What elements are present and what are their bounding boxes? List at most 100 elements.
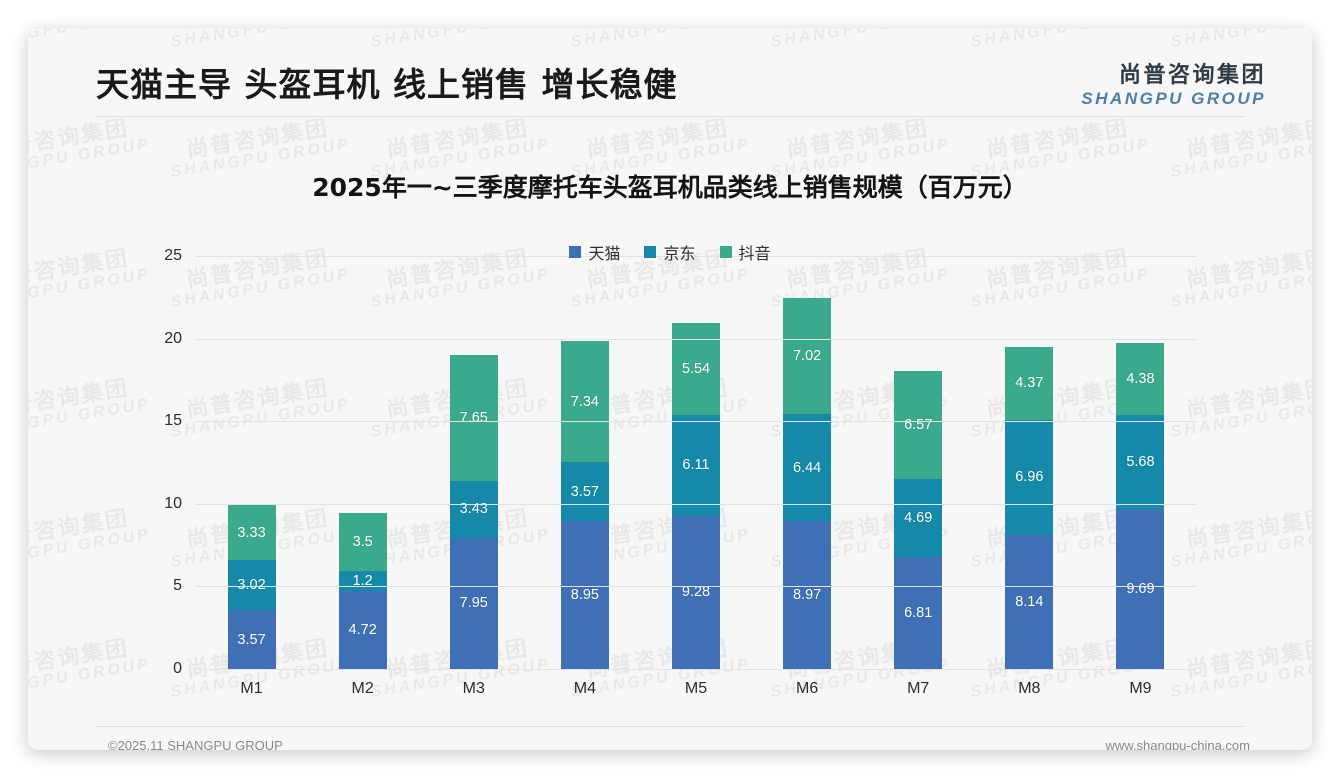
y-axis-tick-label: 0 — [173, 660, 182, 677]
x-axis-tick-label-M9: M9 — [1129, 680, 1152, 697]
legend-label: 抖音 — [738, 244, 771, 263]
bar-segment-天猫-M3[interactable]: 7.95 — [449, 537, 498, 669]
bar-segment-京东-M1[interactable]: 3.02 — [227, 560, 276, 611]
logo-chinese-text: 尚普咨询集团 — [1118, 63, 1266, 88]
y-axis-tick-label: 25 — [164, 247, 182, 264]
bar-value-label: 7.34 — [570, 393, 599, 410]
bar-segment-抖音-M7[interactable]: 6.57 — [894, 370, 943, 480]
bar-value-label: 6.44 — [792, 459, 822, 476]
bar-value-label: 6.81 — [904, 604, 933, 621]
bar-segment-抖音-M4[interactable]: 7.34 — [560, 340, 609, 463]
x-axis-tick-label-M2: M2 — [351, 680, 374, 697]
bar-value-label: 8.95 — [570, 587, 599, 604]
bar-value-label: 4.38 — [1126, 370, 1155, 387]
bar-value-label: 7.65 — [459, 409, 488, 426]
gridline — [196, 669, 1196, 670]
bar-value-label: 7.95 — [459, 595, 488, 612]
bar-value-label: 9.69 — [1126, 580, 1155, 597]
gridline — [196, 586, 1196, 588]
bar-segment-抖音-M8[interactable]: 4.37 — [1005, 347, 1054, 420]
gridline — [196, 421, 1196, 423]
bar-value-label: 3.43 — [459, 501, 488, 518]
x-axis-tick-label-M8: M8 — [1018, 680, 1041, 697]
footer-website[interactable]: www.shangpu-china.com — [1105, 738, 1250, 750]
bar-value-label: 4.69 — [904, 509, 933, 526]
gridline — [196, 338, 1196, 340]
bar-segment-京东-M4[interactable]: 3.57 — [560, 462, 609, 522]
chart-plot-area: 3.57 3.02 3.33 4.72 1.2 3.5 7.95 3.43 7.65 8.95 3.… — [164, 247, 1196, 697]
legend-swatch-icon — [569, 246, 582, 258]
bar-value-label: 4.72 — [348, 622, 377, 639]
bar-segment-天猫-M4[interactable]: 8.95 — [560, 521, 609, 669]
bar-segment-京东-M8[interactable]: 6.96 — [1005, 419, 1054, 535]
bar-value-label: 6.57 — [904, 416, 933, 433]
bar-value-label: 5.68 — [1126, 454, 1155, 470]
bar-value-label: 3.33 — [237, 524, 266, 541]
legend-item-0[interactable]: 天猫 — [569, 240, 620, 264]
chart-legend: 天猫 京东 抖音 — [28, 240, 1312, 264]
bar-value-label: 6.96 — [1015, 469, 1044, 486]
bar-segment-抖音-M5[interactable]: 5.54 — [672, 323, 720, 415]
bar-value-label: 7.02 — [792, 348, 822, 365]
bar-segment-抖音-M2[interactable]: 3.5 — [338, 513, 387, 572]
bar-segment-抖音-M6[interactable]: 7.02 — [783, 298, 832, 415]
bar-value-label: 9.28 — [681, 584, 711, 601]
page-title: 天猫主导 头盔耳机 线上销售 增长稳健 — [96, 65, 678, 104]
x-axis-tick-label-M5: M5 — [684, 680, 708, 697]
bar-segment-抖音-M1[interactable]: 3.33 — [227, 505, 276, 561]
chart-title: 2025年一~三季度摩托车头盔耳机品类线上销售规模（百万元） — [312, 173, 1028, 202]
bar-value-label: 3.02 — [237, 577, 266, 594]
bar-segment-天猫-M9[interactable]: 9.69 — [1116, 508, 1165, 669]
bar-segment-京东-M9[interactable]: 5.68 — [1116, 415, 1165, 509]
bar-segment-天猫-M7[interactable]: 6.81 — [894, 556, 943, 669]
bar-value-label: 1.2 — [352, 573, 373, 590]
slide-header: 天猫主导 头盔耳机 线上销售 增长稳健 尚普咨询集团 SHANGPU GROUP — [28, 28, 1312, 116]
bar-segment-抖音-M9[interactable]: 4.38 — [1116, 342, 1165, 416]
bar-segment-天猫-M1[interactable]: 3.57 — [227, 610, 276, 669]
bar-value-label: 5.54 — [681, 361, 711, 377]
gridline — [196, 256, 1196, 257]
logo-english-text: SHANGPU GROUP — [1081, 88, 1266, 108]
bar-segment-天猫-M2[interactable]: 4.72 — [338, 591, 387, 669]
bar-segment-天猫-M6[interactable]: 8.97 — [783, 520, 832, 669]
bar-segment-京东-M5[interactable]: 6.11 — [672, 414, 720, 516]
legend-item-1[interactable]: 京东 — [644, 240, 696, 264]
bar-segment-天猫-M5[interactable]: 9.28 — [672, 515, 720, 669]
legend-label: 天猫 — [588, 244, 621, 263]
bar-segment-京东-M6[interactable]: 6.44 — [783, 414, 832, 521]
bar-value-label: 3.5 — [352, 534, 373, 551]
legend-swatch-icon — [644, 246, 657, 258]
header-divider — [96, 116, 1244, 117]
bar-value-label: 4.37 — [1015, 375, 1044, 392]
y-axis-tick-label: 10 — [164, 494, 182, 512]
x-axis-tick-label-M7: M7 — [907, 680, 930, 697]
x-axis-tick-label-M1: M1 — [240, 680, 263, 697]
x-axis-tick-label-M3: M3 — [462, 680, 485, 697]
bar-segment-天猫-M8[interactable]: 8.14 — [1005, 534, 1054, 669]
legend-item-2[interactable]: 抖音 — [719, 240, 771, 264]
x-axis-tick-label-M6: M6 — [795, 680, 819, 697]
y-axis-tick-label: 15 — [164, 412, 182, 430]
bar-value-label: 8.97 — [792, 586, 822, 603]
footer-divider — [96, 726, 1244, 727]
legend-swatch-icon — [719, 246, 732, 258]
x-axis-tick-label-M4: M4 — [573, 680, 596, 697]
bar-segment-京东-M3[interactable]: 3.43 — [449, 481, 498, 538]
bar-value-label: 3.57 — [237, 631, 266, 648]
bar-value-label: 3.57 — [570, 483, 599, 500]
bar-segment-京东-M7[interactable]: 4.69 — [894, 479, 943, 557]
y-axis-tick-label: 5 — [173, 577, 182, 595]
bar-segment-京东-M2[interactable]: 1.2 — [338, 571, 387, 592]
y-axis-tick-label: 20 — [164, 329, 182, 347]
bar-value-label: 8.14 — [1015, 593, 1044, 610]
bar-segment-抖音-M3[interactable]: 7.65 — [449, 354, 498, 482]
legend-label: 京东 — [663, 244, 696, 263]
brand-logo: 尚普咨询集团 SHANGPU GROUP — [1081, 63, 1266, 108]
footer-copyright: ©2025.11 SHANGPU GROUP — [108, 738, 283, 750]
gridline — [196, 503, 1196, 505]
bar-value-label: 6.11 — [682, 457, 710, 474]
bars-container: 3.57 3.02 3.33 4.72 1.2 3.5 7.95 3.43 7.65 8.95 3.… — [196, 256, 1196, 669]
